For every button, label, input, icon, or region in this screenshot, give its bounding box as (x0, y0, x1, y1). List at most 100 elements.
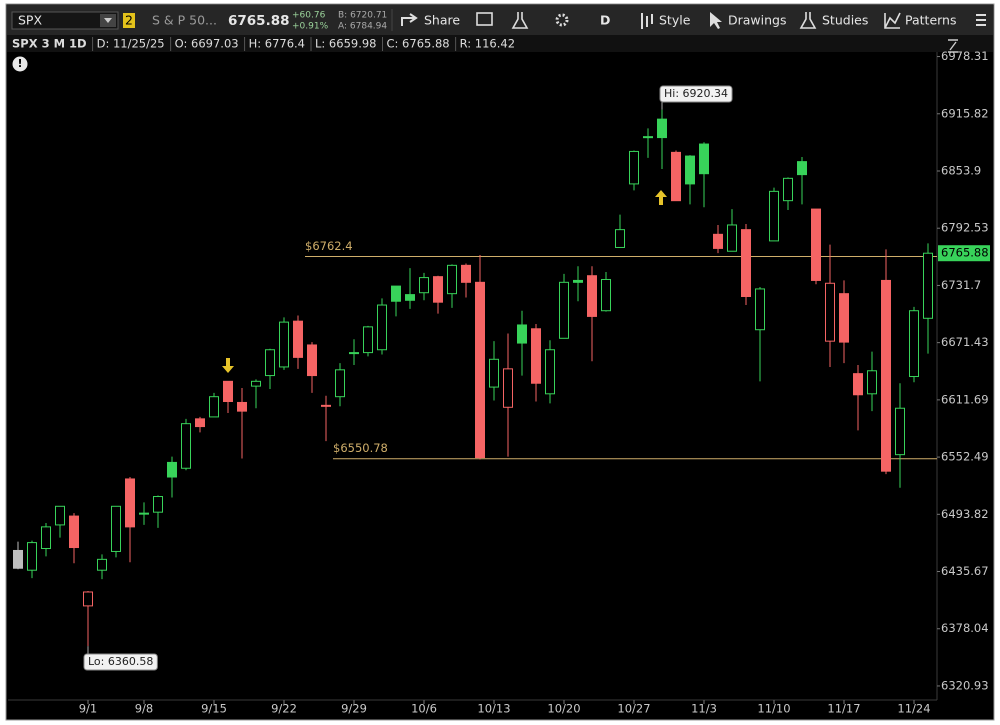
alert-mark: ! (17, 57, 22, 70)
price-line-label: $6550.78 (333, 441, 388, 455)
candle-body (657, 118, 667, 139)
studies-button[interactable]: Studies (822, 13, 868, 28)
x-tick-label: 10/13 (477, 702, 510, 716)
info-bar: SPX 3 M 1D D: 11/25/25 O: 6697.03 H: 6776.4… (7, 35, 993, 52)
candle-body (685, 155, 695, 185)
candle-body (111, 505, 121, 552)
drawings-icon[interactable] (710, 12, 722, 29)
change: +60.76 (292, 11, 326, 21)
badge[interactable] (123, 13, 135, 28)
patterns-icon[interactable] (884, 12, 901, 29)
alert-icon[interactable] (12, 56, 28, 72)
info-item: C: 6765.88 (387, 37, 450, 51)
candle-body (97, 558, 107, 571)
candle-body (349, 352, 359, 355)
buy-signal (655, 190, 667, 205)
y-tick-label: 6611.69 (941, 392, 989, 406)
info-item: H: 6776.4 (249, 37, 305, 51)
candle-body (251, 380, 261, 387)
settings-icon[interactable] (555, 13, 569, 27)
menu-icon[interactable] (976, 14, 986, 26)
description: S & P 50... (152, 13, 217, 28)
info-item: L: 6659.98 (315, 37, 377, 51)
lab-icon[interactable] (511, 12, 529, 29)
dropdown-arrow (104, 18, 112, 23)
symbol: SPX (18, 13, 42, 28)
last-price-tag (938, 245, 990, 262)
y-tick-label: 6493.82 (941, 507, 989, 521)
y-tick-label: 6552.49 (941, 450, 989, 464)
candle-body (727, 224, 737, 252)
aggregation-button[interactable]: D (600, 13, 610, 28)
candle-body (181, 423, 191, 469)
style-icon[interactable] (641, 13, 653, 29)
candle-body (559, 281, 569, 339)
candle-body (811, 208, 821, 281)
candle-body (139, 512, 149, 515)
candle-body (629, 150, 639, 185)
info-bar-bg (7, 35, 993, 52)
info-item: D: 11/25/25 (97, 37, 165, 51)
drawings-button[interactable]: Drawings (728, 13, 787, 28)
candle-body (699, 143, 709, 175)
annotation: Lo: 6360.58 (88, 655, 153, 668)
last-price: 6765.88 (228, 13, 290, 29)
candle-body (419, 277, 429, 294)
candle-body (545, 349, 555, 395)
annotation-box (659, 85, 733, 103)
x-tick-label: 9/15 (201, 702, 227, 716)
candle-body (489, 358, 499, 388)
candle-body (741, 229, 751, 298)
x-tick-label: 9/22 (271, 702, 297, 716)
candle-body (461, 264, 471, 283)
candle-body (27, 542, 37, 571)
x-tick-label: 10/6 (411, 702, 437, 716)
window (5, 3, 995, 721)
y-tick-label: 6320.93 (941, 678, 989, 692)
y-tick-label: 6792.53 (941, 221, 989, 235)
y-tick-label: 6731.7 (941, 278, 981, 292)
candle-body (125, 478, 135, 528)
x-tick-label: 11/3 (691, 702, 717, 716)
share-button[interactable]: Share (424, 13, 460, 28)
x-tick-label: 11/10 (757, 702, 790, 716)
expand-icon[interactable] (948, 39, 958, 53)
candle-body (209, 396, 219, 418)
ask: A: 6784.94 (338, 22, 387, 32)
x-tick-label: 10/20 (547, 702, 580, 716)
last-price-label: 6765.88 (941, 246, 989, 260)
y-tick-label: 6435.67 (941, 564, 989, 578)
candle-body (531, 328, 541, 384)
candle-body (587, 275, 597, 317)
info-title: SPX 3 M 1D (12, 37, 87, 51)
info-item: R: 116.42 (460, 37, 515, 51)
share-icon[interactable] (401, 13, 418, 26)
candle-body (237, 401, 247, 412)
y-tick-label: 6915.82 (941, 106, 989, 120)
candle-body (797, 161, 807, 176)
bid: B: 6720.71 (338, 11, 387, 21)
candle-body (41, 526, 51, 550)
patterns-button[interactable]: Patterns (905, 13, 956, 28)
candle-body (69, 515, 79, 549)
symbol-input[interactable] (11, 11, 119, 30)
events-icon[interactable] (476, 12, 493, 26)
x-tick-label: 9/29 (341, 702, 367, 716)
candle-body (377, 304, 387, 351)
candle-body (83, 591, 93, 607)
annotation-box (83, 653, 158, 671)
candle-body (643, 136, 653, 139)
candle-body (615, 229, 625, 248)
y-tick-label: 6853.9 (941, 163, 981, 177)
candle-body (195, 418, 205, 428)
candle-body (769, 190, 779, 242)
style-button[interactable]: Style (659, 13, 691, 28)
studies-icon[interactable] (799, 12, 817, 29)
candle-body (13, 549, 23, 569)
candle-body (881, 279, 891, 472)
y-tick-label: 6378.04 (941, 621, 989, 635)
candle-body (335, 369, 345, 398)
info-item: O: 6697.03 (175, 37, 239, 51)
candle-body (923, 252, 933, 319)
